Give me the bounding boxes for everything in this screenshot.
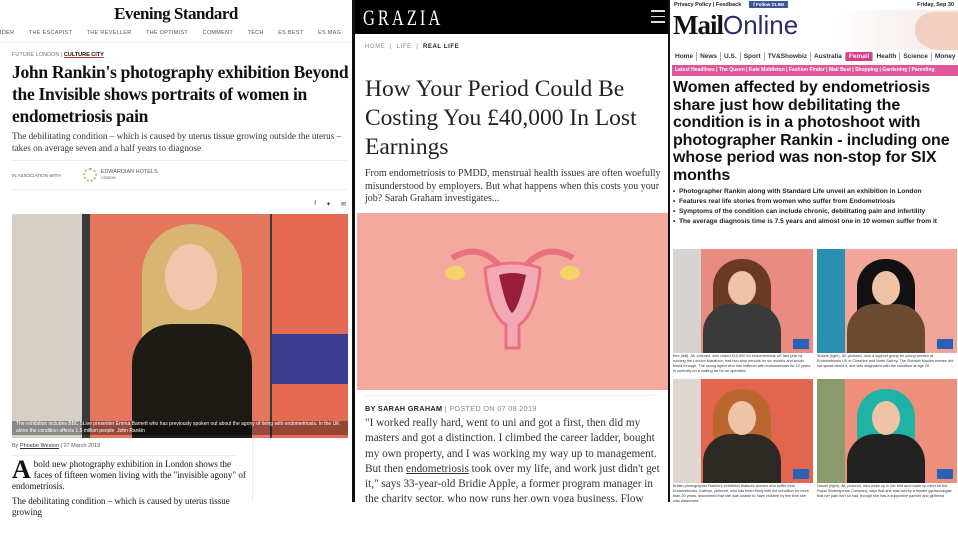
nav-item[interactable]: Australia xyxy=(811,52,846,61)
nav-item[interactable]: Health xyxy=(873,52,901,61)
breadcrumb-life[interactable]: LIFE xyxy=(396,44,412,50)
body-paragraph: bold new photography exhibition in Londo… xyxy=(12,459,246,491)
uterus-illustration xyxy=(357,213,668,390)
gallery-icon[interactable] xyxy=(937,469,953,479)
grazia-article: GRAZIA HOME | LIFE | REAL LIFE How Your … xyxy=(355,0,668,502)
nav-item[interactable]: Home xyxy=(672,52,698,61)
article-header: How Your Period Could Be Costing You £40… xyxy=(365,75,668,206)
top-links[interactable]: Privacy Policy | Feedback xyxy=(674,1,742,8)
article-subtitle: From endometriosis to PMDD, menstrual he… xyxy=(365,168,661,204)
femail-subnav[interactable]: Latest Headlines | The Queen | Kate Midd… xyxy=(672,65,958,76)
gallery-icon[interactable] xyxy=(937,339,953,349)
bullet-item: Photographer Rankin along with Standard … xyxy=(673,188,955,196)
bullet-item: Symptoms of the condition can include ch… xyxy=(673,208,955,216)
photo-caption: Naomi (right), 38, pictured, who woke up… xyxy=(817,484,952,498)
breadcrumb: HOME | LIFE | REAL LIFE xyxy=(365,44,460,50)
date: Friday, Sep 30 xyxy=(917,1,954,8)
association-label: IN ASSOCIATION WITH xyxy=(12,172,61,178)
publish-date: | 27 March 2019 xyxy=(59,443,101,449)
byline: By Phoebe Weston | 27 March 2019 xyxy=(12,443,101,449)
email-icon[interactable]: ✉ xyxy=(340,202,346,208)
photo-item: British photographer Rankin's exhibition… xyxy=(673,379,813,502)
photo-caption: Bex (left), 38, pictured, who raised £10… xyxy=(673,354,811,373)
banner-face-image xyxy=(915,12,958,50)
bullet-item: Features real life stories from women wh… xyxy=(673,198,955,206)
breadcrumb-section[interactable]: FUTURE LONDON xyxy=(12,52,60,58)
photo-item: Shazia (right), 30, pictured, runs a sup… xyxy=(817,249,957,375)
article-header: John Rankin's photography exhibition Bey… xyxy=(12,61,350,190)
article-subtitle: The debilitating condition – which is ca… xyxy=(12,131,342,153)
photo-caption: Shazia (right), 30, pictured, runs a sup… xyxy=(817,354,954,368)
mail-online-logo[interactable]: MailOnline xyxy=(673,10,799,40)
evening-standard-article: Evening Standard IDER THE ESCAPIST THE REV… xyxy=(0,0,352,539)
share-icons: f ✦ ✉ xyxy=(314,201,346,208)
breadcrumb: FUTURE LONDON | CULTURE CITY xyxy=(12,52,104,58)
article-title: Women affected by endometriosis share ju… xyxy=(673,79,950,184)
sponsor-logo[interactable]: EDWARDIAN HOTELS LONDON xyxy=(82,168,158,182)
nav-item[interactable]: THE REVELLER xyxy=(86,30,132,36)
author-link[interactable]: Phoebe Weston xyxy=(19,443,59,449)
byline: BY SARAH GRAHAM | POSTED ON 07 08 2019 xyxy=(365,404,537,413)
article-header: Women affected by endometriosis share ju… xyxy=(673,79,958,228)
sponsor-name: EDWARDIAN HOTELS xyxy=(100,169,158,175)
es-nav-bar: IDER THE ESCAPIST THE REVELLER THE OPTIMIST… xyxy=(0,30,352,43)
photo-grid: Bex (left), 38, pictured, who raised £10… xyxy=(673,249,957,502)
nav-item[interactable]: Money xyxy=(932,52,958,61)
grazia-header: GRAZIA xyxy=(355,0,668,34)
drop-cap: A xyxy=(12,455,31,484)
portrait-photo[interactable] xyxy=(673,249,813,353)
mail-top-bar: Privacy Policy | Feedback f Follow 21.9M F… xyxy=(674,1,954,8)
portrait-photo[interactable] xyxy=(673,379,813,483)
photo-caption: British photographer Rankin's exhibition… xyxy=(673,484,809,502)
nav-item[interactable]: ES BEST xyxy=(278,30,304,36)
facebook-follow-button[interactable]: f Follow 21.9M xyxy=(749,1,789,8)
nav-item[interactable]: Sport xyxy=(741,52,765,61)
article-photo[interactable]: The exhibition includes BBC 5Live presen… xyxy=(12,214,348,438)
nav-item[interactable]: Femail xyxy=(845,52,874,61)
posted-date: | POSTED ON 07 08 2019 xyxy=(442,404,537,413)
nav-item[interactable]: U.S. xyxy=(721,52,741,61)
article-title: How Your Period Could Be Costing You £40… xyxy=(365,76,637,160)
bullet-item: The average diagnosis time is 7.5 years … xyxy=(673,218,955,226)
article-bullets: Photographer Rankin along with Standard … xyxy=(673,188,955,226)
breadcrumb-home[interactable]: HOME xyxy=(365,44,386,50)
gallery-icon[interactable] xyxy=(793,469,809,479)
sponsor-sub: LONDON xyxy=(100,176,116,180)
mail-nav-bar: Home News U.S. Sport TV&Showbiz Australia Fema… xyxy=(672,52,958,61)
photo-item: Bex (left), 38, pictured, who raised £10… xyxy=(673,249,813,375)
sponsor-row: IN ASSOCIATION WITH EDWARDIAN HOTELS LOND… xyxy=(12,160,347,190)
nav-item[interactable]: IDER xyxy=(0,30,15,36)
nav-item[interactable]: THE ESCAPIST xyxy=(28,30,73,36)
portrait-photo[interactable] xyxy=(817,379,957,483)
breadcrumb-current[interactable]: CULTURE CITY xyxy=(63,52,104,58)
nav-item[interactable]: THE OPTIMIST xyxy=(145,30,189,36)
portrait-photo[interactable] xyxy=(817,249,957,353)
body-paragraph: The debilitating condition – which is ca… xyxy=(12,496,230,517)
endometriosis-link[interactable]: endometriosis xyxy=(406,462,469,475)
nav-item[interactable]: ES MAG xyxy=(317,30,342,36)
mail-online-article: Privacy Policy | Feedback f Follow 21.9M F… xyxy=(670,0,958,502)
evening-standard-logo[interactable]: Evening Standard xyxy=(114,4,238,23)
article-body: "I worked really hard, went to uni and g… xyxy=(365,417,660,502)
grazia-logo[interactable]: GRAZIA xyxy=(363,5,444,30)
nav-item[interactable]: Science xyxy=(900,52,932,61)
sponsor-seal-icon xyxy=(82,168,97,182)
photo-caption: The exhibition includes BBC 5Live presen… xyxy=(12,421,348,435)
hamburger-menu-icon[interactable] xyxy=(651,10,665,27)
nav-item[interactable]: TECH xyxy=(247,30,264,36)
gallery-icon[interactable] xyxy=(793,339,809,349)
facebook-icon[interactable]: f xyxy=(314,201,316,207)
breadcrumb-separator: | xyxy=(59,52,64,58)
photo-item: Naomi (right), 38, pictured, who woke up… xyxy=(817,379,957,502)
article-title: John Rankin's photography exhibition Bey… xyxy=(12,62,349,126)
twitter-icon[interactable]: ✦ xyxy=(325,202,331,208)
nav-item[interactable]: TV&Showbiz xyxy=(765,52,812,61)
author[interactable]: BY SARAH GRAHAM xyxy=(365,404,443,413)
nav-item[interactable]: COMMENT xyxy=(202,30,234,36)
nav-item[interactable]: News xyxy=(697,52,722,61)
photo-credit: John Rankin xyxy=(117,428,145,434)
breadcrumb-real-life[interactable]: REAL LIFE xyxy=(422,44,460,50)
